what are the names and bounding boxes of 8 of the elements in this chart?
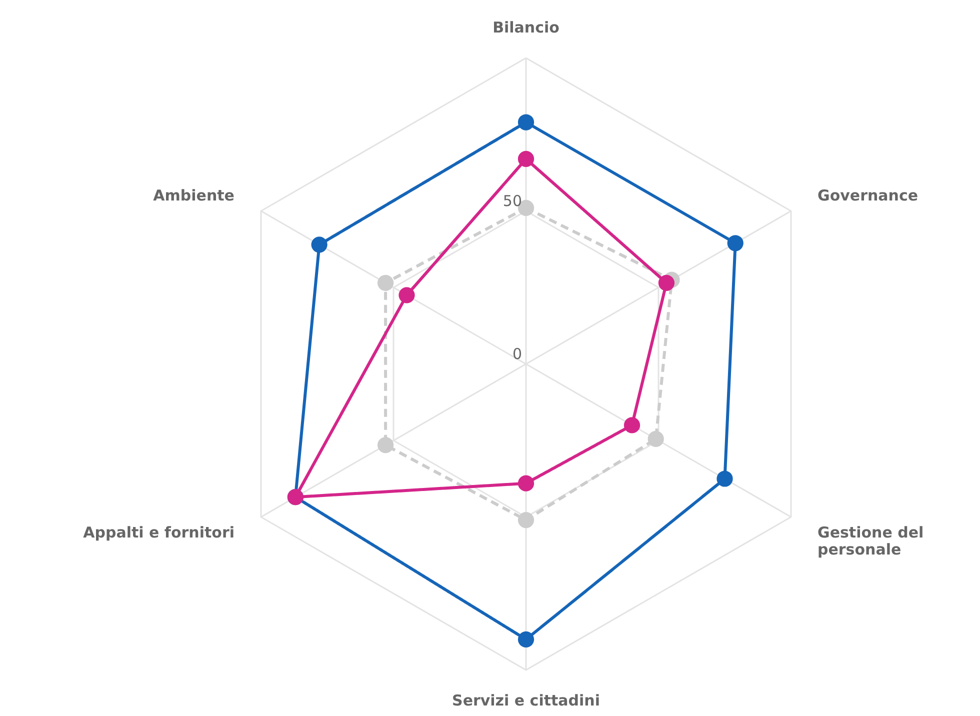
y-tick-label: 50: [502, 192, 522, 210]
spoke-label: Gestione del personale: [818, 523, 924, 558]
spoke-label: Ambiente: [153, 186, 234, 205]
spoke-label: Appalti e fornitori: [83, 523, 234, 542]
spoke-label: Servizi e cittadini: [452, 692, 600, 710]
spoke-label: Governance: [818, 186, 918, 205]
spoke-label: Bilancio: [492, 18, 560, 36]
y-tick-label: 0: [512, 345, 522, 363]
